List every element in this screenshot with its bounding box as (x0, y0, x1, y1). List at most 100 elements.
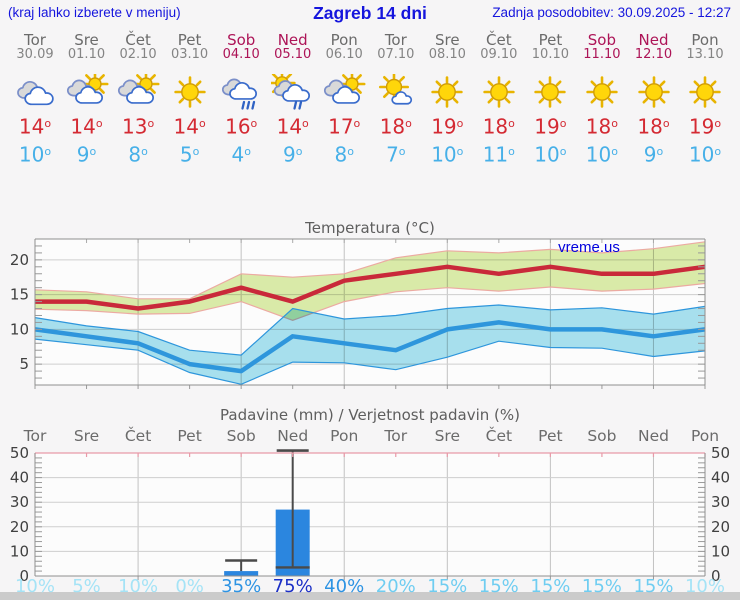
watermark-text: vreme.us (558, 239, 620, 256)
cloud-icon (24, 86, 54, 106)
precip-day-label: Ned (638, 427, 669, 445)
day-date-label: 03.10 (170, 47, 209, 62)
page-title: Zagreb 14 dni (313, 3, 427, 23)
precip-probability-label: 15% (530, 576, 571, 597)
tmin-label: 10o (688, 142, 722, 167)
day-column: Sre 08.10 (420, 32, 474, 62)
weather-icon-partly-cloudy (65, 70, 109, 110)
tmin-label: 8o (334, 142, 354, 167)
day-date-label: 10.10 (531, 47, 569, 62)
weather-icon-partly-cloudy (116, 70, 160, 110)
day-name-label: Čet (486, 31, 512, 49)
day-column: Pon 06.10 (317, 32, 371, 62)
precip-bar (224, 571, 259, 576)
tmin-label: 10o (18, 142, 52, 167)
weather-icon-rain (219, 74, 263, 110)
tmax-label: 14o (70, 114, 103, 139)
precip-day-label: Sre (74, 427, 99, 445)
day-date-label: 11.10 (583, 47, 621, 62)
y-axis-label: 20 (10, 251, 29, 269)
max-temp-band-edge (34, 241, 706, 300)
day-name-label: Ned (638, 31, 669, 49)
tmin-label: 4o (231, 142, 251, 167)
y-axis-label-right: 40 (711, 469, 730, 487)
y-axis-label-right: 50 (711, 444, 730, 462)
max-temp-line (35, 264, 706, 311)
y-axis-label: 10 (10, 320, 29, 338)
max-temp-band-edge (34, 282, 706, 321)
bottom-bar (0, 592, 740, 600)
y-axis-label: 5 (19, 355, 29, 373)
tmin-label: 7o (386, 142, 406, 167)
weather-icon-mostly-sunny (374, 72, 418, 110)
precip-day-label: Sre (435, 427, 460, 445)
menu-note: (kraj lahko izberete v meniju) (8, 5, 181, 20)
sun-icon (586, 76, 618, 108)
precip-probability-label: 20% (375, 576, 416, 597)
weather-icon-sun-rain (267, 69, 315, 110)
min-temp-line (34, 320, 706, 374)
tmin-label: 9o (643, 142, 664, 167)
max-temp-band (35, 241, 705, 321)
precip-probability-label: 15% (633, 576, 674, 597)
temp-chart-title: Temperatura (°C) (304, 219, 435, 237)
day-column: Čet 09.10 (472, 32, 526, 62)
day-name-label: Pet (177, 31, 202, 49)
y-axis-label-right: 10 (711, 542, 730, 560)
day-date-label: 02.10 (119, 47, 157, 62)
precip-probability-row: 10% 5% 10% 0% 35% 75% 40% 20% 15% 15% 15% 15% 15% 10% (0, 577, 740, 598)
day-name-label: Čet (125, 31, 151, 49)
precip-day-label: Ned (277, 427, 308, 445)
weather-icon-sunny (168, 74, 212, 110)
precip-probability-label: 15% (581, 576, 622, 597)
day-date-label: 09.10 (480, 47, 518, 62)
day-column: Sob 04.10 (214, 32, 268, 62)
day-name-label: Sob (227, 31, 256, 49)
precip-probability-label: 75% (272, 576, 313, 597)
precip-probability-label: 0% (175, 576, 204, 597)
weather-icon-sunny (632, 74, 676, 110)
tmin-label: 10o (431, 142, 464, 167)
day-column: Čet 02.10 (111, 32, 165, 62)
tmax-label: 19o (688, 114, 722, 139)
precip-day-label: Pet (538, 427, 562, 445)
day-column: Tor 30.09 (8, 32, 62, 62)
sun-icon (689, 76, 721, 108)
precip-day-label: Tor (23, 427, 47, 445)
day-name-label: Sre (435, 31, 460, 49)
tmin-label: 9o (76, 142, 97, 167)
rain-icon (241, 100, 256, 110)
day-name-label: Sre (74, 31, 99, 49)
precipitation-plot: Tor Sre Čet Pet Sob Ned Pon Tor Sre Čet Pet Sob Ned P… (10, 426, 730, 585)
day-date-label: 12.10 (634, 47, 673, 62)
y-axis-label-left: 20 (10, 518, 29, 536)
tmin-label: 11o (482, 142, 515, 167)
tmax-label: 18o (637, 114, 670, 139)
y-axis-label-left: 10 (10, 542, 29, 560)
tmin-label: 5o (179, 142, 200, 167)
tmax-label: 19o (534, 114, 567, 139)
y-axis-label-right: 20 (711, 518, 730, 536)
day-date-label: 01.10 (67, 47, 106, 62)
day-column: Ned 05.10 (266, 32, 320, 62)
plot-background (35, 453, 705, 576)
precip-day-label: Sob (227, 427, 256, 445)
weather-icon-cloudy (13, 74, 57, 110)
min-temp-band-edge (34, 338, 706, 385)
tmax-label: 14o (18, 114, 52, 139)
cloud-icon (281, 83, 310, 102)
day-name-label: Tor (384, 31, 407, 49)
tmax-label: 13o (122, 114, 155, 139)
cloud-icon (74, 85, 103, 104)
precip-probability-label: 5% (72, 576, 101, 597)
tmin-label: 8o (128, 142, 148, 167)
precip-probability-label: 15% (427, 576, 468, 597)
day-name-label: Tor (24, 31, 46, 49)
day-column: Sob 11.10 (575, 32, 629, 62)
precip-day-label: Pon (691, 427, 719, 445)
day-column: Sre 01.10 (60, 32, 114, 62)
day-name-label: Pon (691, 31, 719, 49)
day-name-label: Ned (277, 31, 308, 49)
sun-icon (637, 76, 670, 108)
min-temp-band-edge (34, 304, 706, 356)
